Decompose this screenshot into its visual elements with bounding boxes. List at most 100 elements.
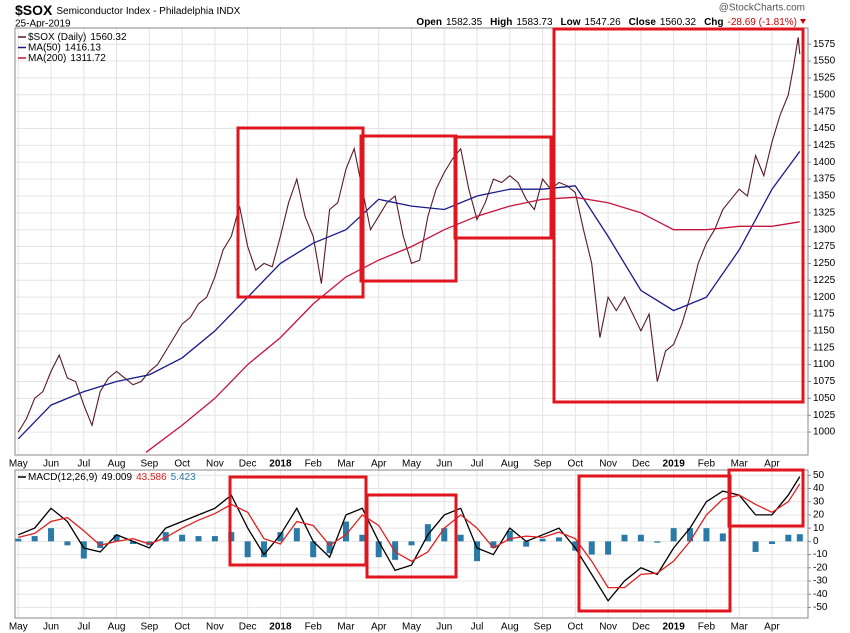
y-tick-label: 1200 — [813, 292, 836, 303]
legend-entry: $SOX (Daily) 1560.32 — [28, 32, 127, 43]
y-tick-label: -40 — [813, 589, 828, 600]
histogram-bar — [80, 541, 87, 559]
legend-value: 49.009 — [101, 472, 132, 483]
y-tick-label: 1475 — [813, 106, 836, 117]
highlights — [228, 27, 805, 613]
x-tick-label: Jun — [436, 459, 452, 470]
histogram-bar — [277, 532, 284, 542]
histogram-bar — [768, 541, 775, 544]
histogram-bar — [211, 536, 218, 542]
histogram-bar — [195, 536, 202, 542]
ohlc-label: Chg — [704, 17, 723, 28]
histogram-bar — [796, 534, 803, 542]
histogram-bar — [588, 541, 595, 555]
histogram-bar — [687, 528, 694, 542]
y-tick-label: 1325 — [813, 207, 836, 218]
x-tick-label: Mar — [337, 622, 355, 633]
y-tick-label: -30 — [813, 576, 828, 587]
y-tick-label: 1175 — [813, 309, 835, 320]
x-tick-label: Dec — [239, 622, 257, 633]
y-tick-label: 1500 — [813, 89, 836, 100]
y-tick-label: -50 — [813, 602, 828, 613]
y-tick-label: 20 — [813, 510, 825, 521]
plots: 1000102510501075110011251150117512001225… — [9, 27, 836, 633]
legend-name: MACD(12,26,9) — [28, 472, 97, 483]
x-tick-label: Oct — [568, 622, 584, 633]
index-name: Semiconductor Index - Philadelphia INDX — [56, 6, 240, 17]
x-tick-label: 2019 — [663, 622, 686, 633]
ohlc-value: -28.69 (-1.81%) — [728, 17, 797, 28]
y-tick-label: 1250 — [813, 258, 836, 269]
x-tick-label: Feb — [305, 459, 323, 470]
y-tick-label: 1575 — [813, 39, 836, 50]
legend-entry: MA(50) 1416.13 — [28, 42, 101, 53]
legend-value: 1560.32 — [90, 32, 127, 43]
header-title: $SOX Semiconductor Index - Philadelphia I… — [15, 2, 241, 18]
ohlc-value: 1583.73 — [516, 17, 553, 28]
histogram-bar — [785, 534, 792, 542]
x-tick-label: Mar — [731, 459, 749, 470]
x-tick-label: Dec — [632, 622, 650, 633]
symbol: $SOX — [15, 2, 53, 18]
x-tick-label: Apr — [371, 622, 387, 633]
histogram-bar — [48, 528, 55, 542]
panel: 1000 1025 1050 1075 1100 1125 1150 1175 1200 1225… — [9, 27, 836, 470]
histogram-bar — [375, 541, 382, 558]
y-tick-label: 1525 — [813, 73, 836, 84]
histogram-bar — [555, 537, 562, 542]
legend-value: 43.586 — [136, 472, 167, 483]
legend-value: 1416.13 — [65, 42, 102, 53]
y-tick-label: 10 — [813, 523, 825, 534]
x-tick-label: Feb — [305, 622, 323, 633]
x-tick-label: Nov — [206, 622, 224, 633]
histogram-bar — [64, 541, 71, 546]
y-tick-label: 1375 — [813, 174, 836, 185]
x-tick-label: Dec — [632, 459, 650, 470]
y-tick-label: 1075 — [813, 376, 836, 387]
series-line — [17, 151, 801, 440]
y-tick-label: 1550 — [813, 56, 836, 67]
histogram-bar — [15, 538, 22, 542]
y-tick-label: -20 — [813, 562, 828, 573]
histogram-bar — [293, 528, 300, 542]
x-tick-label: Dec — [239, 459, 257, 470]
x-tick-label: Sep — [534, 622, 552, 633]
histogram-bar — [506, 530, 513, 542]
x-tick-label: Jun — [43, 622, 59, 633]
x-tick-label: May — [9, 459, 28, 470]
ohlc-label: High — [490, 17, 512, 28]
y-tick-label: 1150 — [813, 326, 835, 337]
x-tick-label: Aug — [501, 622, 519, 633]
x-tick-label: Jul — [471, 459, 484, 470]
y-tick-label: 1125 — [813, 342, 835, 353]
x-tick-label: Sep — [534, 459, 552, 470]
histogram-bar — [572, 541, 579, 551]
histogram-bar — [392, 541, 399, 560]
series-line — [18, 483, 801, 589]
y-tick-label: 1100 — [813, 359, 835, 370]
x-tick-label: Mar — [731, 622, 749, 633]
y-tick-label: 1300 — [813, 224, 836, 235]
histogram-bar — [490, 541, 497, 548]
highlight-box — [359, 134, 458, 283]
x-tick-label: 2018 — [269, 622, 292, 633]
x-tick-label: Feb — [698, 622, 716, 633]
y-tick-label: 1050 — [813, 393, 836, 404]
x-tick-label: Jun — [43, 459, 59, 470]
legend-name: MA(200) — [28, 53, 66, 64]
histogram-bar — [539, 538, 546, 542]
histogram-bar — [752, 541, 759, 552]
highlight-box — [365, 493, 458, 579]
histogram-bar — [441, 528, 448, 542]
highlight-box — [577, 474, 732, 613]
x-tick-label: Apr — [764, 459, 780, 470]
x-tick-label: Oct — [174, 459, 190, 470]
histogram-bar — [31, 536, 38, 542]
y-tick-label: 1450 — [813, 123, 836, 134]
x-tick-label: Feb — [698, 459, 716, 470]
highlight-box — [727, 468, 805, 528]
series-line — [17, 37, 801, 433]
y-tick-label: 40 — [813, 483, 825, 494]
x-tick-label: Apr — [371, 459, 387, 470]
